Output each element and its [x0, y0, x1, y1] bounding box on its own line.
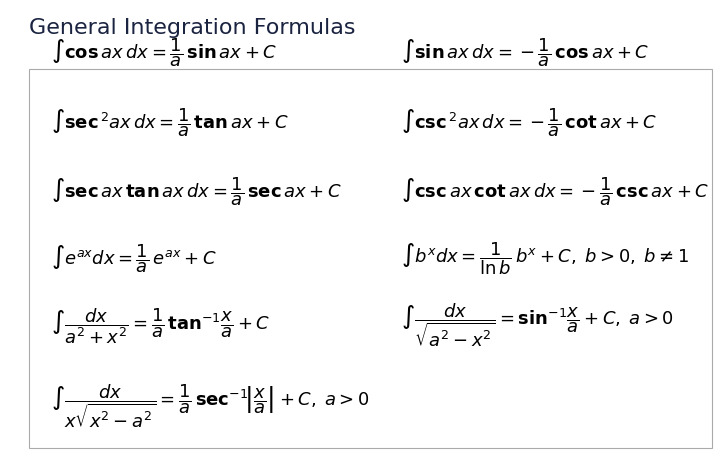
Text: $\int \mathbf{sec}\,ax\,\mathbf{tan}\,ax\,dx = \dfrac{1}{a}\,\mathbf{sec}\,ax + : $\int \mathbf{sec}\,ax\,\mathbf{tan}\,ax… [51, 176, 342, 208]
FancyBboxPatch shape [29, 69, 712, 448]
Text: $\int b^{x}dx = \dfrac{1}{\ln b}\,b^{x} + C,\;b>0,\;b\neq 1$: $\int b^{x}dx = \dfrac{1}{\ln b}\,b^{x} … [401, 240, 689, 277]
Text: $\int \mathbf{csc}\,ax\,\mathbf{cot}\,ax\,dx = -\dfrac{1}{a}\,\mathbf{csc}\,ax +: $\int \mathbf{csc}\,ax\,\mathbf{cot}\,ax… [401, 176, 709, 208]
Text: $\int \mathbf{sin}\,ax\,dx = -\dfrac{1}{a}\,\mathbf{cos}\,ax + C$: $\int \mathbf{sin}\,ax\,dx = -\dfrac{1}{… [401, 37, 649, 69]
Text: $\int \dfrac{dx}{x\sqrt{x^{2}-a^{2}}} = \dfrac{1}{a}\,\mathbf{sec}^{-1}\!\left|\: $\int \dfrac{dx}{x\sqrt{x^{2}-a^{2}}} = … [51, 383, 369, 431]
Text: $\int e^{ax}dx = \dfrac{1}{a}\,e^{ax} + C$: $\int e^{ax}dx = \dfrac{1}{a}\,e^{ax} + … [51, 243, 216, 275]
Text: $\int \mathbf{cos}\,ax\,dx = \dfrac{1}{a}\,\mathbf{sin}\,ax + C$: $\int \mathbf{cos}\,ax\,dx = \dfrac{1}{a… [51, 37, 277, 69]
Text: $\int \dfrac{dx}{a^{2}+x^{2}} = \dfrac{1}{a}\,\mathbf{tan}^{-1}\dfrac{x}{a} + C$: $\int \dfrac{dx}{a^{2}+x^{2}} = \dfrac{1… [51, 306, 270, 346]
Text: $\int \mathbf{sec}^{\,2}ax\,dx = \dfrac{1}{a}\,\mathbf{tan}\,ax + C$: $\int \mathbf{sec}^{\,2}ax\,dx = \dfrac{… [51, 106, 288, 139]
Text: General Integration Formulas: General Integration Formulas [29, 18, 356, 38]
Text: $\int \dfrac{dx}{\sqrt{a^{2}-x^{2}}} = \mathbf{sin}^{-1}\dfrac{x}{a} + C,\;a>0$: $\int \dfrac{dx}{\sqrt{a^{2}-x^{2}}} = \… [401, 302, 674, 350]
Text: $\int \mathbf{csc}^{\,2}ax\,dx = -\dfrac{1}{a}\,\mathbf{cot}\,ax + C$: $\int \mathbf{csc}^{\,2}ax\,dx = -\dfrac… [401, 106, 658, 139]
